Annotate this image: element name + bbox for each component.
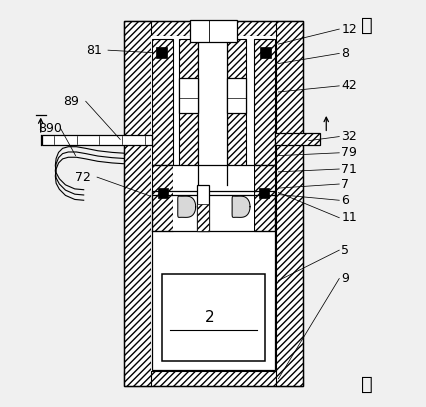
Bar bbox=[198, 39, 226, 185]
Text: 8: 8 bbox=[340, 47, 348, 60]
Polygon shape bbox=[177, 196, 195, 217]
Bar bbox=[155, 47, 167, 58]
Bar bbox=[253, 39, 274, 165]
Text: 9: 9 bbox=[340, 272, 348, 285]
Text: 32: 32 bbox=[340, 130, 356, 143]
Text: 89: 89 bbox=[63, 95, 79, 108]
Bar bbox=[276, 21, 302, 386]
Bar bbox=[124, 21, 302, 36]
Bar bbox=[161, 274, 265, 361]
Text: 42: 42 bbox=[340, 79, 356, 92]
Polygon shape bbox=[232, 196, 249, 217]
Bar bbox=[253, 165, 274, 231]
Bar bbox=[274, 133, 319, 144]
Bar bbox=[258, 188, 268, 198]
Bar bbox=[158, 188, 168, 198]
Bar bbox=[178, 39, 198, 185]
Bar bbox=[226, 78, 246, 114]
Text: 6: 6 bbox=[340, 194, 348, 207]
Text: 7: 7 bbox=[340, 177, 348, 190]
Text: 71: 71 bbox=[340, 162, 356, 175]
Text: 11: 11 bbox=[340, 211, 356, 224]
Text: 890: 890 bbox=[38, 122, 62, 135]
Text: 72: 72 bbox=[75, 171, 90, 184]
Bar bbox=[152, 165, 173, 231]
Bar bbox=[124, 371, 302, 386]
Bar bbox=[173, 165, 253, 231]
Bar bbox=[150, 36, 276, 371]
Bar bbox=[42, 135, 152, 145]
Bar bbox=[152, 39, 173, 165]
Bar bbox=[178, 78, 198, 114]
Bar bbox=[226, 39, 246, 185]
Bar bbox=[124, 21, 302, 386]
Bar bbox=[197, 204, 208, 231]
Text: 前: 前 bbox=[360, 374, 372, 394]
Text: 后: 后 bbox=[360, 15, 372, 35]
Bar bbox=[152, 190, 274, 370]
Bar bbox=[259, 47, 271, 58]
Text: 81: 81 bbox=[86, 44, 101, 57]
Text: 2: 2 bbox=[204, 311, 214, 325]
Bar bbox=[197, 185, 208, 231]
Bar bbox=[124, 21, 150, 386]
Bar bbox=[190, 20, 236, 42]
Text: 79: 79 bbox=[340, 146, 356, 159]
Text: 5: 5 bbox=[340, 244, 348, 257]
Text: 12: 12 bbox=[340, 22, 356, 35]
